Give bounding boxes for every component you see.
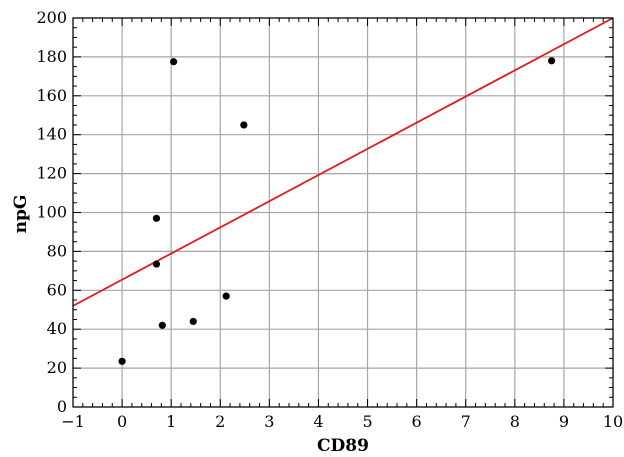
y-tick-label: 0	[57, 397, 67, 416]
y-tick-label: 140	[36, 125, 67, 144]
data-points	[118, 57, 556, 365]
data-point	[222, 292, 230, 300]
x-tick-label: 0	[117, 412, 127, 431]
fit-line-layer	[72, 17, 614, 307]
data-point	[152, 260, 161, 268]
data-point	[189, 317, 197, 326]
x-tick-label: 8	[510, 412, 520, 431]
y-tick-label: 200	[36, 8, 67, 27]
x-tick-label: 7	[461, 412, 471, 431]
y-axis-title: npG	[11, 195, 31, 234]
y-tick-label: 60	[47, 280, 67, 299]
data-point	[170, 58, 178, 66]
y-tick-labels: 0 20 40 60 80 100 120 140 160 180 200	[36, 8, 67, 416]
x-tick-labels: −1 0 1 2 3 4 5 6 7 8 9 10	[61, 412, 623, 431]
x-tick-label: 6	[412, 412, 422, 431]
x-tick-label: 9	[559, 412, 569, 431]
y-tick-label: 80	[47, 241, 67, 260]
x-tick-label: 1	[166, 412, 176, 431]
data-point	[548, 57, 556, 65]
x-tick-label: 2	[215, 412, 225, 431]
x-tick-label: 4	[313, 412, 323, 431]
y-tick-label: 40	[47, 319, 67, 338]
grid	[72, 17, 614, 408]
x-axis-title: CD89	[317, 436, 369, 456]
fit-line	[72, 17, 614, 307]
x-tick-label: 5	[362, 412, 372, 431]
y-tick-label: 20	[47, 358, 67, 377]
y-tick-label: 180	[36, 47, 67, 66]
data-point	[118, 357, 126, 365]
data-point	[152, 214, 161, 222]
x-tick-label: 10	[603, 412, 623, 431]
data-point	[240, 121, 248, 129]
y-tick-label: 160	[36, 86, 67, 105]
data-point	[158, 321, 166, 329]
x-tick-label: 3	[264, 412, 274, 431]
y-tick-label: 120	[36, 164, 67, 183]
axis-ticks	[72, 17, 614, 408]
y-tick-label: 100	[36, 203, 67, 222]
x-tick-label: −1	[61, 412, 85, 431]
